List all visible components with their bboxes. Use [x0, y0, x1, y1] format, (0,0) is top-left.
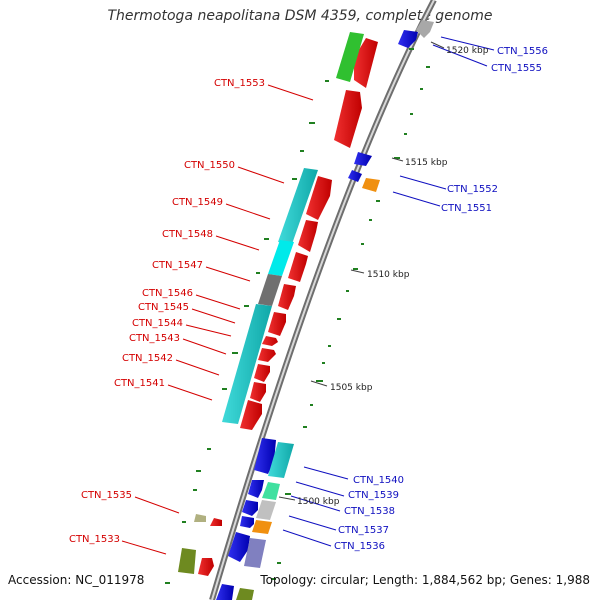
gene-label-ctn-1552[interactable]: CTN_1552 — [447, 184, 498, 195]
tick-label-1510: 1510 kbp — [367, 270, 410, 280]
gene-ctn-1546[interactable] — [268, 312, 286, 336]
gene-label-ctn-1535[interactable]: CTN_1535 — [81, 490, 132, 501]
cog-block-olive-3 — [236, 588, 254, 600]
cog-block-cyan-3 — [268, 442, 294, 478]
gene-label-ctn-1543[interactable]: CTN_1543 — [129, 333, 180, 344]
gene-ctn-1545[interactable] — [262, 336, 278, 346]
reverse-cog-blocks — [178, 32, 364, 574]
cog-block-orange — [252, 520, 272, 534]
gene-label-ctn-1536[interactable]: CTN_1536 — [334, 541, 385, 552]
gene-label-ctn-1545[interactable]: CTN_1545 — [138, 302, 189, 313]
gene-label-ctn-1538[interactable]: CTN_1538 — [344, 506, 395, 517]
gene-ctn-1550[interactable] — [306, 176, 332, 220]
forward-cog-blocks — [236, 442, 294, 600]
gene-ctn-1549[interactable] — [298, 220, 318, 252]
gene-label-ctn-1549[interactable]: CTN_1549 — [172, 197, 223, 208]
cog-block-stripes — [244, 538, 266, 568]
gene-label-ctn-1551[interactable]: CTN_1551 — [441, 203, 492, 214]
gene-ctn-1535[interactable] — [210, 518, 222, 526]
gene-ctn-1540[interactable] — [254, 438, 276, 474]
gene-label-ctn-1533[interactable]: CTN_1533 — [69, 534, 120, 545]
cog-block-cyan-1 — [278, 168, 318, 244]
gene-ctn-1538[interactable] — [242, 500, 258, 516]
gene-label-ctn-1541[interactable]: CTN_1541 — [114, 378, 165, 389]
gene-label-ctn-1539[interactable]: CTN_1539 — [348, 490, 399, 501]
map-title: Thermotoga neapolitana DSM 4359, complet… — [107, 8, 493, 24]
gene-ctn-1551[interactable] — [348, 170, 362, 182]
tick-label-1515: 1515 kbp — [405, 158, 448, 168]
gene-ctn-1532[interactable] — [216, 584, 234, 600]
tick-label-1500: 1500 kbp — [297, 497, 340, 507]
tick-label-1520: 1520 kbp — [446, 46, 489, 56]
gene-ctn-1539[interactable] — [248, 480, 264, 498]
gene-label-ctn-1546[interactable]: CTN_1546 — [142, 288, 193, 299]
gene-ctn-1554[interactable] — [354, 38, 378, 88]
gene-label-ctn-1542[interactable]: CTN_1542 — [122, 353, 173, 364]
gene-ctn-1555[interactable] — [398, 30, 418, 48]
gene-label-ctn-1540[interactable]: CTN_1540 — [353, 475, 404, 486]
cog-block-olive-1 — [194, 514, 206, 522]
gene-label-ctn-1547[interactable]: CTN_1547 — [152, 260, 203, 271]
gene-ctn-1542[interactable] — [250, 382, 266, 402]
gene-label-ctn-1553[interactable]: CTN_1553 — [214, 78, 265, 89]
gene-label-ctn-1544[interactable]: CTN_1544 — [132, 318, 183, 329]
forward-leader-lines — [282, 36, 495, 547]
tick-label-1505: 1505 kbp — [330, 383, 373, 393]
cog-block-gray — [258, 274, 282, 306]
gene-ctn-1536[interactable] — [228, 532, 250, 562]
cog-block-green — [336, 32, 364, 82]
gene-label-ctn-1556[interactable]: CTN_1556 — [497, 46, 548, 57]
gene-ctn-1552[interactable] — [354, 152, 372, 166]
accession-text: Accession: NC_011978 — [8, 573, 145, 587]
cog-block-gray-light — [256, 500, 276, 520]
gene-ctn-1551-cog — [362, 178, 380, 192]
cog-block-cyan-bright — [268, 240, 294, 276]
gene-ctn-1544[interactable] — [258, 348, 276, 362]
cog-block-olive-2 — [178, 548, 196, 574]
gene-label-ctn-1555[interactable]: CTN_1555 — [491, 63, 542, 74]
gene-ctn-1533[interactable] — [198, 558, 214, 576]
gene-ctn-1543[interactable] — [254, 364, 270, 382]
gene-ctn-1541[interactable] — [240, 400, 262, 430]
gene-ctn-1548[interactable] — [288, 252, 308, 282]
genome-summary-text: Topology: circular; Length: 1,884,562 bp… — [260, 573, 590, 587]
gene-label-ctn-1548[interactable]: CTN_1548 — [162, 229, 213, 240]
gc-track — [165, 48, 430, 584]
gene-ctn-1537[interactable] — [240, 516, 254, 528]
scale-tick-marks — [278, 41, 445, 501]
reverse-leader-lines — [121, 84, 314, 555]
gene-ctn-1556[interactable] — [416, 20, 434, 38]
gene-label-ctn-1537[interactable]: CTN_1537 — [338, 525, 389, 536]
cog-block-cyan-2 — [222, 304, 272, 424]
forward-strand-genes — [216, 20, 434, 600]
reverse-strand-genes — [198, 38, 378, 576]
gene-ctn-1553[interactable] — [334, 90, 362, 148]
gene-ctn-1547[interactable] — [278, 284, 296, 310]
gene-label-ctn-1550[interactable]: CTN_1550 — [184, 160, 235, 171]
cog-block-mint — [262, 482, 280, 500]
